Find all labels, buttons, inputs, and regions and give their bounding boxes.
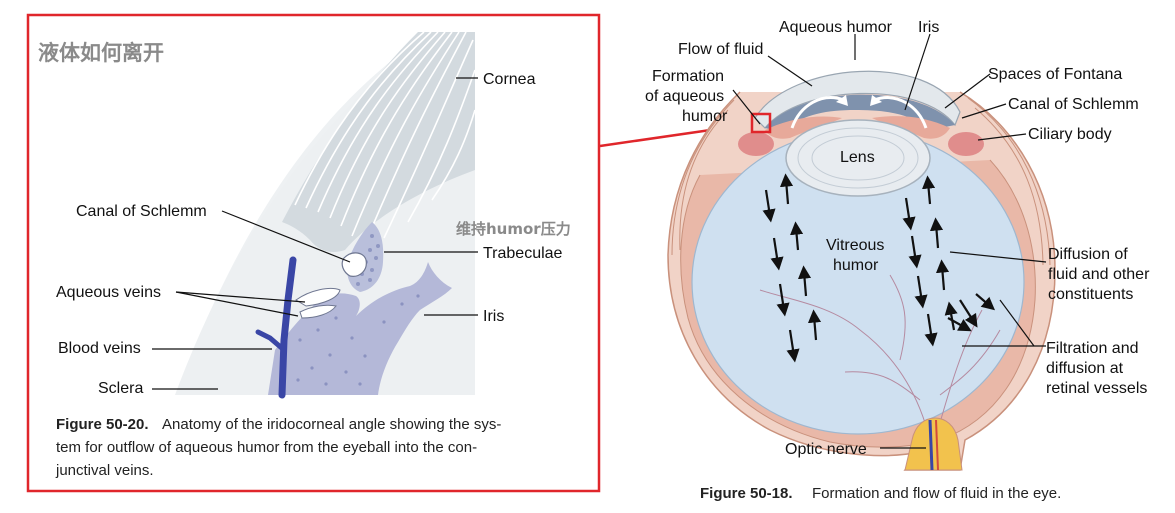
iris-right-wing — [872, 116, 950, 139]
label-lens: Lens — [840, 149, 875, 166]
label-aqueous-humor: Aqueous humor — [779, 19, 893, 36]
label-aqueous-veins: Aqueous veins — [56, 284, 161, 301]
iris-texture — [296, 294, 420, 386]
label-iris-right: Iris — [918, 19, 939, 36]
label-optic-nerve: Optic nerve — [785, 441, 867, 458]
label-flow-of-fluid: Flow of fluid — [678, 41, 763, 58]
iris-left-wing — [765, 116, 842, 139]
label-filtration-3: retinal vessels — [1046, 380, 1147, 397]
left-leader-lines — [152, 77, 478, 390]
caption-left-line1: Anatomy of the iridocorneal angle showin… — [162, 416, 501, 433]
label-cornea: Cornea — [483, 71, 536, 88]
optic-nerve — [904, 417, 963, 471]
aqueous-flow-arrows — [790, 96, 928, 129]
iris-tissue — [268, 262, 452, 395]
caption-left-line2: tem for outflow of aqueous humor from th… — [56, 439, 477, 456]
caption-right-figure: Figure 50-18. — [700, 485, 793, 502]
canal-of-schlemm-shape — [341, 252, 367, 277]
caption-left-line3: junctival veins. — [55, 462, 154, 479]
label-filtration-2: diffusion at — [1046, 360, 1124, 377]
right-leader-lines — [732, 33, 1047, 449]
label-diffusion-1: Diffusion of — [1048, 246, 1128, 263]
left-panel: 液体如何离开 维持humor压力 Cornea Canal of Schlemm… — [26, 13, 601, 493]
lens — [785, 119, 931, 197]
blood-vein — [278, 256, 297, 399]
label-ciliary-body: Ciliary body — [1028, 126, 1112, 143]
label-formation-1: Formation — [652, 68, 724, 85]
blood-vein-branch — [255, 329, 287, 353]
label-blood-veins: Blood veins — [58, 340, 141, 357]
note-how-fluid-leaves: 液体如何离开 — [38, 41, 164, 65]
ciliary-body-left — [738, 132, 774, 156]
aqueous-vein-channel — [295, 287, 341, 307]
sclera-region — [30, 32, 430, 395]
label-formation-3: humor — [682, 108, 728, 125]
label-iris-left: Iris — [483, 308, 504, 325]
caption-left-figure: Figure 50-20. — [56, 416, 149, 433]
label-vitreous-2: humor — [833, 257, 879, 274]
label-formation-2: of aqueous — [645, 88, 724, 105]
caption-right-text: Formation and flow of fluid in the eye. — [812, 485, 1061, 502]
sclera-stripes — [671, 97, 1051, 266]
label-diffusion-2: fluid and other — [1048, 266, 1150, 283]
cornea-lamellae — [294, 31, 476, 245]
label-vitreous-1: Vitreous — [826, 237, 884, 254]
note-maintain-humor-pressure: 维持humor压力 — [456, 220, 571, 238]
label-filtration-1: Filtration and — [1046, 340, 1139, 357]
ciliary-body-right — [948, 132, 984, 156]
label-spaces-of-fontana: Spaces of Fontana — [988, 66, 1122, 83]
label-sclera: Sclera — [98, 380, 143, 397]
zoom-box — [750, 112, 772, 134]
label-diffusion-3: constituents — [1048, 286, 1133, 303]
aqueous-vein-channel-2 — [299, 304, 337, 319]
optic-nerve-artery — [935, 419, 939, 471]
optic-nerve-vessel — [928, 419, 934, 471]
label-trabeculae: Trabeculae — [483, 245, 563, 262]
lens-lines — [797, 127, 919, 189]
cornea-dome — [754, 70, 961, 129]
vitreous-arrows — [762, 173, 996, 363]
label-canal-of-schlemm: Canal of Schlemm — [76, 203, 207, 220]
label-canal-of-schlemm-right: Canal of Schlemm — [1008, 96, 1139, 113]
cornea-band — [282, 32, 475, 252]
aqueous-flow-heads — [836, 95, 882, 106]
right-panel: Aqueous humor Iris Flow of fluid Formati… — [645, 19, 1150, 502]
